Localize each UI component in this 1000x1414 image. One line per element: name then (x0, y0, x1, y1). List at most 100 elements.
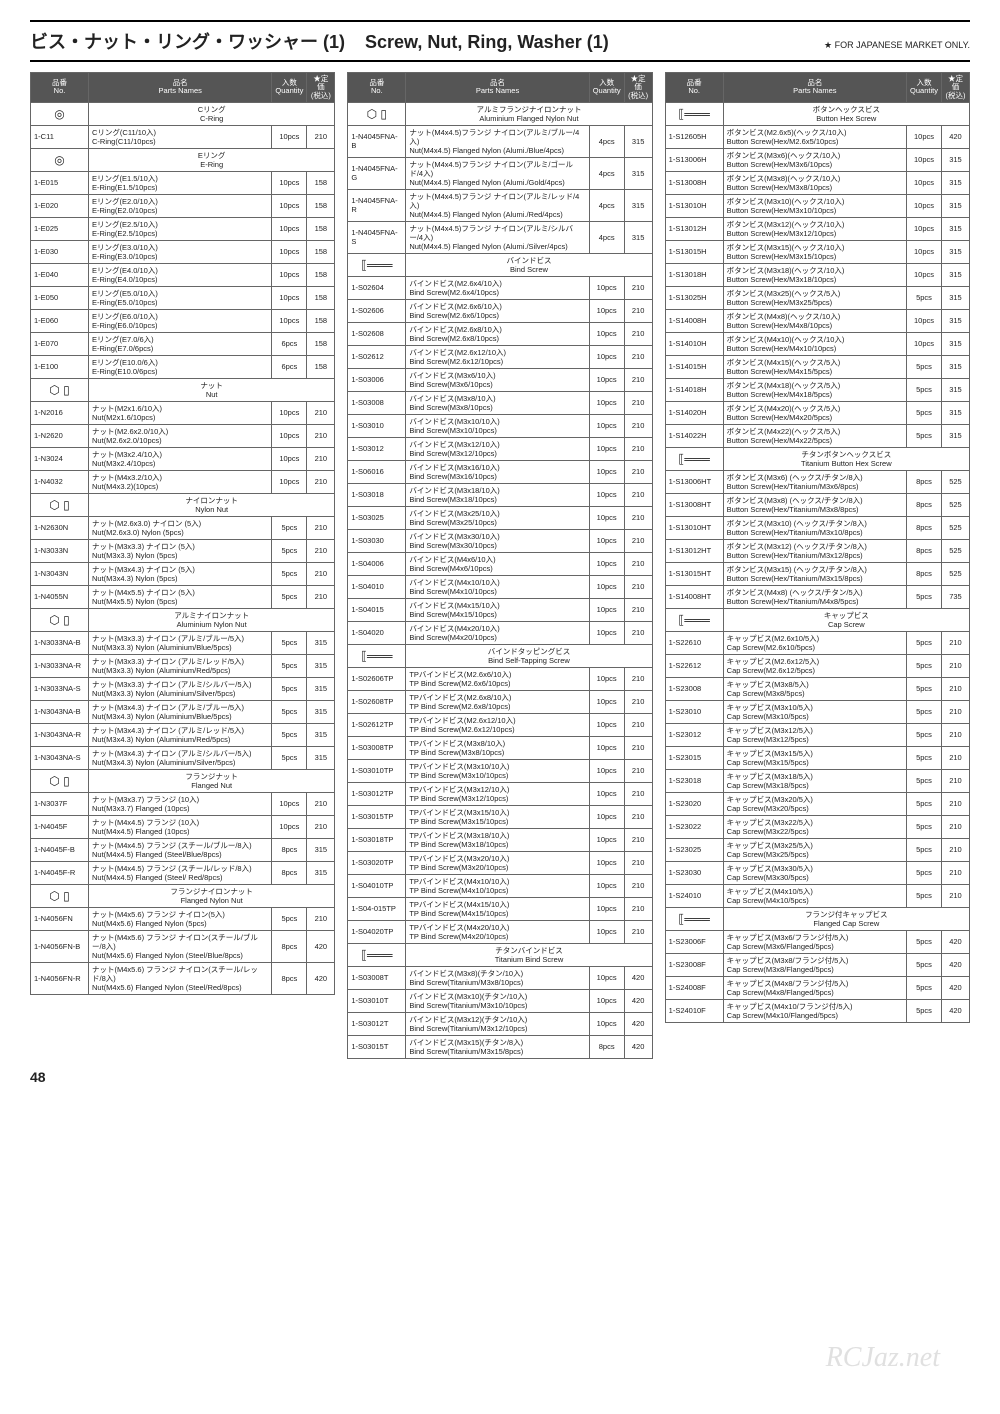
cell-name: ボタンビス(M4x18)(ヘックス/5入)Button Screw(Hex/M4… (723, 378, 906, 401)
cell-partno: 1-S02604 (348, 276, 406, 299)
cell-name: TPバインドビス(M3x20/10入)TP Bind Screw(M3x20/1… (406, 851, 589, 874)
cell-qty: 10pcs (272, 815, 307, 838)
cell-qty: 5pcs (907, 976, 942, 999)
cell-name: キャップビス(M2.6x12/5入)Cap Screw(M2.6x12/5pcs… (723, 654, 906, 677)
table-row: 1-N3033NA-B ナット(M3x3.3) ナイロン (アルミ/ブルー/5入… (31, 631, 335, 654)
cell-name: バインドビス(M3x25/10入)Bind Screw(M3x25/10pcs) (406, 506, 589, 529)
cell-name: ナット(M3x2.4/10入)Nut(M3x2.4/10pcs) (89, 447, 272, 470)
cell-partno: 1-S14010H (665, 332, 723, 355)
cell-partno: 1-S03015TP (348, 805, 406, 828)
cell-price: 210 (624, 690, 652, 713)
table-row: 1-N2016 ナット(M2x1.6/10入)Nut(M2x1.6/10pcs)… (31, 401, 335, 424)
cell-price: 210 (941, 884, 969, 907)
cell-price: 210 (624, 414, 652, 437)
cell-name: TPバインドビス(M4x20/10入)TP Bind Screw(M4x20/1… (406, 920, 589, 943)
cell-price: 315 (307, 838, 335, 861)
table-row: 1-S03008T バインドビス(M3x8)(チタン/10入)Bind Scre… (348, 966, 652, 989)
section-title: CリングC-Ring (89, 102, 335, 125)
table-row: 1-S02612 バインドビス(M2.6x12/10入)Bind Screw(M… (348, 345, 652, 368)
cell-partno: 1-N3043N (31, 562, 89, 585)
cell-partno: 1-S03012 (348, 437, 406, 460)
section-icon: ⟦═══ (348, 253, 406, 276)
cell-price: 525 (941, 516, 969, 539)
section-title: フランジナットFlanged Nut (89, 769, 335, 792)
table-row: 1-S02606TP TPバインドビス(M2.6x6/10入)TP Bind S… (348, 667, 652, 690)
cell-partno: 1-S23012 (665, 723, 723, 746)
table-row: 1-S06016 バインドビス(M3x16/10入)Bind Screw(M3x… (348, 460, 652, 483)
cell-name: ボタンビス(M3x8)(ヘックス/10入)Button Screw(Hex/M3… (723, 171, 906, 194)
table-row: 1-S13025H ボタンビス(M3x25)(ヘックス/5入)Button Sc… (665, 286, 969, 309)
cell-price: 210 (941, 815, 969, 838)
cell-name: ナット(M3x3.3) ナイロン (アルミ/レッド/5入)Nut(M3x3.3)… (89, 654, 272, 677)
cell-price: 210 (624, 897, 652, 920)
cell-name: キャップビス(M4x8/フランジ付/5入)Cap Screw(M4x8/Flan… (723, 976, 906, 999)
section-title: ナットNut (89, 378, 335, 401)
cell-price: 210 (624, 368, 652, 391)
cell-price: 420 (941, 953, 969, 976)
table-row: 1-S23018 キャップビス(M3x18/5入)Cap Screw(M3x18… (665, 769, 969, 792)
cell-partno: 1-N4045FNA-R (348, 189, 406, 221)
cell-partno: 1-S03030 (348, 529, 406, 552)
cell-qty: 10pcs (589, 483, 624, 506)
cell-name: バインドビス(M3x18/10入)Bind Screw(M3x18/10pcs) (406, 483, 589, 506)
table-row: 1-S03020TP TPバインドビス(M3x20/10入)TP Bind Sc… (348, 851, 652, 874)
table-row: 1-E030 Eリング(E3.0/10入)E-Ring(E3.0/10pcs) … (31, 240, 335, 263)
cell-qty: 10pcs (272, 470, 307, 493)
cell-qty: 5pcs (907, 654, 942, 677)
table-row: 1-S23006F キャップビス(M3x6/フランジ付/5入)Cap Screw… (665, 930, 969, 953)
cell-price: 315 (941, 355, 969, 378)
cell-price: 158 (307, 332, 335, 355)
table-row: 1-N3033N ナット(M3x3.3) ナイロン (5入)Nut(M3x3.3… (31, 539, 335, 562)
section-header: ⟦═══ フランジ付キャップビスFlanged Cap Screw (665, 907, 969, 930)
cell-price: 210 (624, 345, 652, 368)
cell-name: TPバインドビス(M2.6x12/10入)TP Bind Screw(M2.6x… (406, 713, 589, 736)
cell-price: 315 (307, 654, 335, 677)
table-row: 1-S04015 バインドビス(M4x15/10入)Bind Screw(M4x… (348, 598, 652, 621)
header-note: ★ FOR JAPANESE MARKET ONLY. (824, 40, 970, 51)
cell-partno: 1-S23022 (665, 815, 723, 838)
cell-price: 210 (624, 805, 652, 828)
cell-price: 210 (624, 920, 652, 943)
cell-price: 420 (624, 1012, 652, 1035)
cell-name: バインドビス(M2.6x6/10入)Bind Screw(M2.6x6/10pc… (406, 299, 589, 322)
cell-qty: 10pcs (272, 217, 307, 240)
cell-qty: 8pcs (907, 539, 942, 562)
cell-name: バインドビス(M2.6x4/10入)Bind Screw(M2.6x4/10pc… (406, 276, 589, 299)
cell-name: ナット(M4x4.5)フランジ ナイロン(アルミ/レッド/4入)Nut(M4x4… (406, 189, 589, 221)
cell-qty: 5pcs (907, 677, 942, 700)
table-row: 1-S02608 バインドビス(M2.6x8/10入)Bind Screw(M2… (348, 322, 652, 345)
cell-qty: 5pcs (272, 700, 307, 723)
table-row: 1-E060 Eリング(E6.0/10入)E-Ring(E6.0/10pcs) … (31, 309, 335, 332)
cell-partno: 1-S13010H (665, 194, 723, 217)
cell-qty: 10pcs (272, 447, 307, 470)
cell-partno: 1-E040 (31, 263, 89, 286)
cell-partno: 1-S03018 (348, 483, 406, 506)
cell-name: ナット(M3x3.7) フランジ (10入)Nut(M3x3.7) Flange… (89, 792, 272, 815)
section-header: ◎ CリングC-Ring (31, 102, 335, 125)
cell-price: 210 (307, 539, 335, 562)
cell-partno: 1-S02608 (348, 322, 406, 345)
cell-price: 210 (624, 667, 652, 690)
table-row: 1-S23022 キャップビス(M3x22/5入)Cap Screw(M3x22… (665, 815, 969, 838)
section-header: ◎ EリングE-Ring (31, 148, 335, 171)
cell-price: 158 (307, 286, 335, 309)
cell-partno: 1-S14015H (665, 355, 723, 378)
page-header: ビス・ナット・リング・ワッシャー (1) Screw, Nut, Ring, W… (30, 20, 970, 62)
cell-price: 420 (307, 930, 335, 962)
cell-price: 210 (307, 470, 335, 493)
cell-name: ナット(M4x5.5) ナイロン (5入)Nut(M4x5.5) Nylon (… (89, 585, 272, 608)
table-row: 1-S13006H ボタンビス(M3x6)(ヘックス/10入)Button Sc… (665, 148, 969, 171)
cell-partno: 1-S03015T (348, 1035, 406, 1058)
table-row: 1-S04010 バインドビス(M4x10/10入)Bind Screw(M4x… (348, 575, 652, 598)
section-header: ⟦═══ チタンボタンヘックスビスTitanium Button Hex Scr… (665, 447, 969, 470)
cell-qty: 5pcs (907, 424, 942, 447)
cell-qty: 5pcs (272, 516, 307, 539)
cell-price: 210 (307, 401, 335, 424)
th-name: 品名Parts Names (723, 73, 906, 103)
cell-qty: 10pcs (589, 437, 624, 460)
th-price: ★定価(税込) (307, 73, 335, 103)
cell-name: キャップビス(M3x30/5入)Cap Screw(M3x30/5pcs) (723, 861, 906, 884)
table-row: 1-S12605H ボタンビス(M2.6x5)(ヘックス/10入)Button … (665, 125, 969, 148)
cell-qty: 10pcs (589, 598, 624, 621)
cell-name: TPバインドビス(M3x8/10入)TP Bind Screw(M3x8/10p… (406, 736, 589, 759)
